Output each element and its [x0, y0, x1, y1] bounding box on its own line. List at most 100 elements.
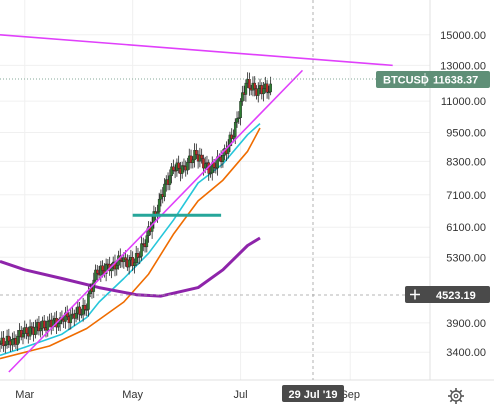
moving-average-line [0, 236, 261, 298]
candle [42, 320, 46, 328]
candle [233, 121, 237, 137]
candle [46, 321, 50, 331]
symbol-label: BTCUSD [383, 75, 429, 87]
plus-icon[interactable] [410, 289, 420, 300]
candle [195, 150, 198, 155]
candle [80, 313, 83, 316]
candle [202, 158, 205, 169]
candle [168, 175, 172, 185]
crosshair-date-label: 29 Jul '19 [282, 385, 344, 402]
y-tick-label: 5300.00 [446, 252, 486, 264]
candle [74, 312, 78, 319]
candle [87, 293, 90, 310]
candle [136, 253, 140, 258]
candle [203, 163, 207, 169]
candle [115, 265, 119, 270]
y-tick-label: 3900.00 [446, 318, 486, 330]
candle [4, 344, 7, 347]
candle [28, 326, 32, 337]
candle [30, 326, 34, 329]
candle [78, 306, 81, 315]
x-tick-label: Sep [340, 389, 360, 401]
gear-icon[interactable] [448, 388, 464, 404]
candle [248, 79, 251, 89]
trend-line [8, 69, 304, 373]
y-tick-label: 15000.00 [440, 30, 486, 42]
y-tick-label: 6100.00 [446, 222, 486, 234]
candle [170, 166, 173, 176]
candle [267, 91, 271, 94]
candle [157, 198, 161, 213]
y-axis: 15000.00 13000.00 11000.00 9500.00 8300.00 71… [440, 30, 486, 359]
candle [200, 154, 203, 159]
x-tick-label: Jul [234, 389, 248, 401]
candle [212, 162, 216, 168]
y-tick-label: 8300.00 [446, 156, 486, 168]
candle [57, 323, 60, 328]
candle [140, 243, 143, 257]
candle [256, 88, 260, 96]
x-tick-label: May [122, 389, 143, 401]
candle [134, 253, 138, 264]
candle [2, 337, 5, 347]
candle [7, 335, 11, 342]
y-tick-label: 13000.00 [440, 60, 486, 72]
x-tick-label: Mar [15, 389, 34, 401]
candle [21, 333, 25, 338]
candle [39, 328, 42, 332]
candle [83, 305, 87, 310]
candle [239, 101, 242, 119]
candle [253, 82, 257, 90]
candle [138, 256, 142, 258]
candle [180, 165, 184, 174]
candle [104, 263, 108, 274]
crosshair-date-label-bg [282, 385, 344, 402]
candle [262, 88, 265, 95]
crosshair-date-value: 29 Jul '19 [288, 389, 337, 401]
moving-average-line [0, 127, 261, 360]
candle [237, 117, 241, 120]
candle [11, 339, 14, 346]
candle [182, 165, 186, 167]
candles [0, 72, 272, 354]
crosshair-price-value: 4523.19 [436, 290, 476, 302]
candle [235, 118, 239, 123]
crosshair-price-label: 4523.19 [405, 286, 490, 303]
candle [265, 83, 269, 93]
trend-line [0, 33, 393, 67]
x-axis: Mar May Jul Sep [15, 389, 360, 401]
candle [110, 267, 113, 272]
drawings [0, 33, 393, 373]
candle [34, 326, 37, 335]
candle [186, 162, 189, 171]
candle [193, 150, 196, 161]
candle [95, 269, 99, 274]
crosshair-price-label-bg [405, 286, 490, 303]
candle [127, 259, 131, 268]
last-price-label: BTCUSD 11638.37 [376, 71, 490, 88]
candle [221, 155, 225, 162]
candle [25, 327, 28, 334]
candle [37, 322, 41, 332]
candle [133, 262, 136, 267]
candle [232, 136, 235, 139]
candle [189, 155, 193, 164]
candle [69, 314, 73, 324]
candle [131, 257, 134, 267]
candle [244, 82, 248, 95]
candle [191, 159, 195, 164]
y-tick-label: 11000.00 [441, 96, 486, 108]
candle [145, 235, 149, 248]
candle [163, 183, 166, 197]
candle [85, 309, 88, 311]
candle [241, 92, 244, 102]
y-tick-label: 7100.00 [446, 190, 486, 202]
y-tick-label: 9500.00 [446, 127, 486, 139]
last-price-value: 11638.37 [433, 75, 478, 87]
candle [16, 336, 19, 345]
y-tick-label: 3400.00 [446, 347, 486, 359]
last-price-label-bg [376, 71, 490, 88]
candle [0, 343, 2, 345]
